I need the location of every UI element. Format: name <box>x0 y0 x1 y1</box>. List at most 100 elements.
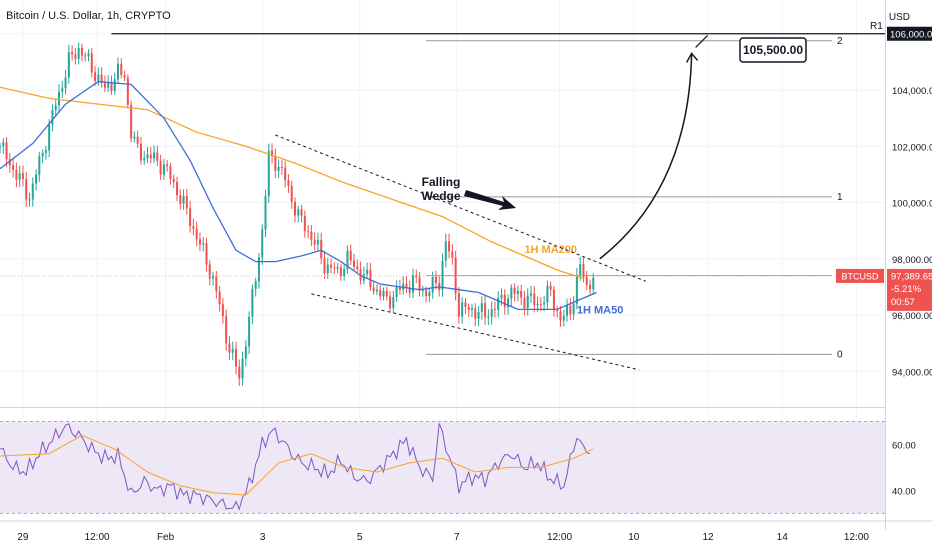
fib-level-label: 2 <box>837 36 843 47</box>
candle-body <box>484 303 487 318</box>
candle-body <box>198 239 201 245</box>
candle-body <box>343 269 346 276</box>
candle-body <box>572 303 575 315</box>
candle-body <box>588 284 592 290</box>
candle-body <box>175 181 179 196</box>
time-tick-label: Feb <box>157 532 175 543</box>
wedge-lower-line <box>311 293 640 371</box>
price-tag-value: 97,389.65 <box>891 271 932 282</box>
wedge-label-line1: Falling <box>422 175 461 189</box>
fib-level-label: R1 <box>870 21 883 32</box>
candle-body <box>526 295 529 309</box>
wedge-label-line2: Wedge <box>421 189 460 203</box>
candle-body <box>195 228 198 240</box>
candle-body <box>575 275 578 304</box>
candle-body <box>300 209 303 216</box>
candle-body <box>133 136 136 139</box>
candle-body <box>130 104 133 139</box>
price-tag-countdown: 00:57 <box>891 297 915 308</box>
price-tick-label: 96,000.00 <box>892 311 932 322</box>
candle-body <box>87 53 90 57</box>
price-axis[interactable]: 94,000.0096,000.0098,000.00100,000.00102… <box>836 0 932 530</box>
candle-body <box>241 358 244 379</box>
candle-body <box>467 306 470 310</box>
candle-body <box>418 277 421 291</box>
candle-body <box>434 276 437 284</box>
candle-body <box>523 297 526 309</box>
candle-body <box>513 287 516 294</box>
candle-body <box>566 305 569 316</box>
candle-body <box>67 52 70 78</box>
candle-body <box>411 275 415 293</box>
candle-body <box>264 195 267 230</box>
candle-body <box>21 173 24 180</box>
candle-body <box>44 150 47 153</box>
candle-body <box>248 316 251 347</box>
candle-body <box>543 302 546 305</box>
r1-price-tag-label: 106,000.00 <box>890 29 932 40</box>
candle-body <box>356 266 359 270</box>
candle-body <box>202 243 205 245</box>
rsi-band <box>0 421 885 514</box>
candle-body <box>408 287 411 293</box>
projection-curve <box>599 53 693 260</box>
rsi-tick-label: 60.00 <box>892 440 916 451</box>
candle-body <box>212 275 215 279</box>
candle-body <box>510 287 513 299</box>
candle-body <box>215 275 218 292</box>
candle-body <box>326 264 329 274</box>
ma50-label: 1H MA50 <box>577 305 623 317</box>
candle-body <box>451 251 454 258</box>
candle-body <box>339 267 342 276</box>
candle-body <box>103 83 106 88</box>
time-axis[interactable]: 29 12:00 Feb 3 5 7 12:00 10 12 14 12:00 <box>0 520 932 543</box>
candle-body <box>549 285 552 290</box>
candle-body <box>480 303 483 313</box>
candle-body <box>336 267 339 269</box>
candle-body <box>271 150 274 157</box>
candle-body <box>97 74 100 81</box>
candle-body <box>582 264 585 278</box>
candle-body <box>352 260 356 267</box>
candle-body <box>74 54 77 59</box>
time-tick-label: 3 <box>260 532 266 543</box>
fib-level-label: 0 <box>837 349 843 360</box>
candle-body <box>146 154 149 159</box>
candle-body <box>477 312 480 319</box>
ma200-label: 1H MA200 <box>524 244 577 256</box>
rsi-tick-label: 40.00 <box>892 486 916 497</box>
candle-body <box>313 239 316 245</box>
candle-body <box>41 152 44 157</box>
candle-body <box>153 152 156 159</box>
candle-body <box>579 264 582 276</box>
candle-body <box>38 156 41 175</box>
candle-body <box>464 302 467 307</box>
candle-body <box>559 311 562 321</box>
candle-body <box>457 293 460 317</box>
candle-body <box>323 258 326 274</box>
candle-body <box>316 240 319 245</box>
target-box <box>739 37 807 63</box>
time-tick-label: 29 <box>17 532 29 543</box>
candle-body <box>592 277 595 290</box>
candle-body <box>474 308 477 319</box>
candle-body <box>162 164 165 175</box>
candle-body <box>182 196 185 204</box>
candle-body <box>303 215 306 232</box>
candle-body <box>2 142 5 147</box>
candle-body <box>8 159 11 166</box>
candle-body <box>84 55 87 57</box>
time-tick-label: 12 <box>702 532 714 543</box>
time-tick-label: 12:00 <box>844 532 869 543</box>
candle-body <box>441 260 444 291</box>
candle-body <box>333 267 336 269</box>
candle-body <box>159 160 162 175</box>
candle-body <box>310 231 313 240</box>
candle-body <box>392 297 395 309</box>
candle-body <box>179 195 182 204</box>
candle-body <box>189 208 192 227</box>
candle-body <box>257 257 260 282</box>
price-tick-label: 94,000.00 <box>892 367 932 378</box>
candle-body <box>385 290 388 297</box>
target-label: 105,500.00 <box>743 43 803 57</box>
